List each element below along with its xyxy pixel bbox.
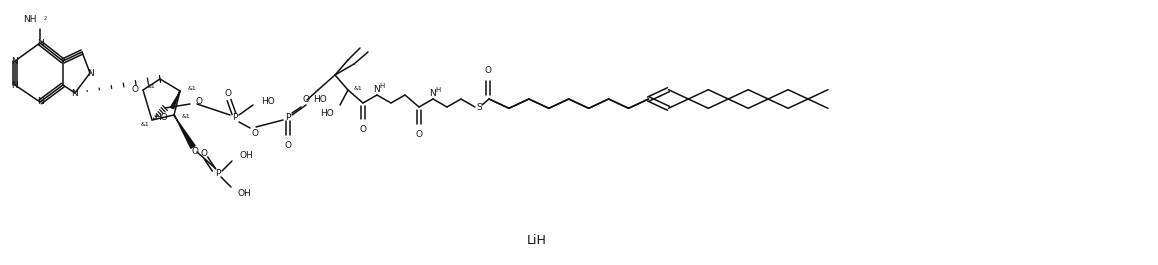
Text: H: H	[435, 87, 440, 93]
Text: O: O	[302, 95, 309, 104]
Text: &1: &1	[182, 114, 191, 120]
Text: O: O	[416, 130, 423, 139]
Text: P: P	[215, 169, 221, 178]
Text: HO: HO	[321, 108, 334, 117]
Text: O: O	[285, 141, 292, 150]
Text: &1: &1	[146, 85, 155, 90]
Text: N: N	[37, 38, 43, 47]
Text: N: N	[87, 68, 94, 77]
Text: N: N	[12, 81, 19, 90]
Text: HO: HO	[154, 113, 168, 122]
Text: P: P	[233, 113, 237, 122]
Text: O: O	[132, 86, 139, 95]
Text: HO: HO	[261, 96, 274, 105]
Text: O: O	[484, 66, 491, 75]
Text: LiH: LiH	[527, 233, 547, 246]
Polygon shape	[174, 115, 196, 148]
Polygon shape	[170, 91, 181, 109]
Text: N: N	[72, 89, 79, 98]
Text: P: P	[285, 113, 291, 121]
Text: &1: &1	[188, 86, 197, 91]
Text: O: O	[251, 129, 258, 138]
Text: O: O	[195, 98, 201, 107]
Text: S: S	[476, 104, 482, 113]
Text: O: O	[191, 147, 198, 156]
Text: &1: &1	[140, 122, 149, 127]
Text: OH: OH	[240, 152, 254, 161]
Text: N: N	[428, 90, 435, 99]
Text: N: N	[12, 56, 19, 65]
Text: &1: &1	[354, 86, 362, 91]
Text: O: O	[225, 90, 232, 99]
Text: O: O	[359, 125, 366, 134]
Text: H: H	[379, 83, 384, 89]
Text: $_2$: $_2$	[43, 15, 47, 23]
Text: HO: HO	[313, 95, 327, 104]
Text: O: O	[200, 148, 207, 157]
Text: OH: OH	[239, 188, 251, 197]
Text: N: N	[37, 98, 43, 107]
Text: NH: NH	[23, 15, 37, 24]
Text: N: N	[373, 86, 380, 95]
